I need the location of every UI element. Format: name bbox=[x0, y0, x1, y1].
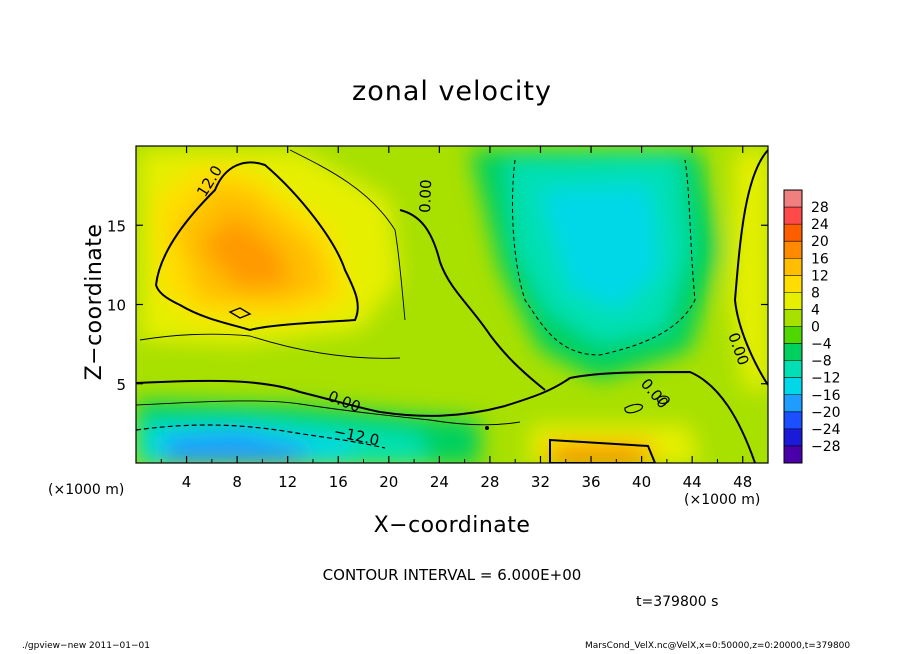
x-unit-right: (×1000 m) bbox=[684, 492, 761, 508]
y-tick-label: 15 bbox=[107, 217, 126, 235]
colorbar-swatch bbox=[784, 428, 802, 447]
colorbar-swatch bbox=[784, 292, 802, 310]
x-tick-label: 40 bbox=[632, 473, 651, 491]
colorbar-swatch bbox=[784, 207, 802, 225]
footer-left: ./gpview−new 2011−01−01 bbox=[22, 641, 150, 651]
colorbar-label: −8 bbox=[811, 354, 832, 370]
colorbar-swatch bbox=[784, 309, 802, 327]
colorbar-label: −24 bbox=[811, 422, 841, 438]
colorbar-label: 0 bbox=[811, 320, 820, 336]
colorbar-label: 16 bbox=[811, 251, 829, 267]
contour-interval-text: CONTOUR INTERVAL = 6.000E+00 bbox=[322, 566, 582, 584]
x-tick-label: 48 bbox=[733, 473, 752, 491]
colorbar-label: 12 bbox=[811, 268, 829, 284]
colorbar-swatch bbox=[784, 275, 802, 293]
x-tick-label: 20 bbox=[379, 473, 398, 491]
x-tick-label: 12 bbox=[278, 473, 297, 491]
colorbar-swatch bbox=[784, 343, 802, 362]
colorbar-swatch bbox=[784, 411, 802, 430]
x-tick-label: 36 bbox=[581, 473, 600, 491]
colorbar-label: 4 bbox=[811, 302, 820, 318]
colorbar-label: −20 bbox=[811, 405, 841, 421]
colorbar-swatch bbox=[784, 224, 802, 242]
colorbar-swatch bbox=[784, 241, 802, 259]
colorbar-label: −28 bbox=[811, 439, 841, 455]
colorbar-swatch bbox=[784, 360, 802, 379]
y-axis-ticks: 5 10 15 bbox=[107, 217, 768, 394]
y-tick-label: 5 bbox=[116, 376, 126, 394]
colorbar-label: −16 bbox=[811, 388, 841, 404]
colorbar-label: 28 bbox=[811, 200, 829, 216]
heatmap-field bbox=[136, 146, 768, 463]
colorbar-label: −12 bbox=[811, 371, 841, 387]
contour-label: 0.00 bbox=[416, 179, 435, 213]
colorbar-label: 8 bbox=[811, 285, 820, 301]
x-tick-label: 4 bbox=[182, 473, 192, 491]
colorbar-swatch bbox=[784, 377, 802, 396]
colorbar-swatch bbox=[784, 394, 802, 413]
colorbar-swatch bbox=[784, 326, 802, 345]
colorbar-label: 20 bbox=[811, 234, 829, 250]
y-tick-label: 10 bbox=[107, 297, 126, 315]
colorbar-label: −4 bbox=[811, 337, 832, 353]
footer-right: MarsCond_VelX.nc@VelX,x=0:50000,z=0:2000… bbox=[585, 641, 851, 651]
time-stamp: t=379800 s bbox=[636, 594, 719, 610]
x-unit-left: (×1000 m) bbox=[48, 482, 125, 498]
x-tick-label: 28 bbox=[480, 473, 499, 491]
x-tick-label: 44 bbox=[683, 473, 702, 491]
x-axis-ticks: 4 8 12 16 20 24 28 32 36 40 44 48 bbox=[160, 146, 752, 491]
colorbar-swatch bbox=[784, 190, 802, 208]
colorbar-swatch bbox=[784, 258, 802, 276]
colorbar-swatch bbox=[784, 445, 802, 464]
x-tick-label: 32 bbox=[531, 473, 550, 491]
x-tick-label: 24 bbox=[430, 473, 449, 491]
x-tick-label: 8 bbox=[232, 473, 242, 491]
x-axis-label: X−coordinate bbox=[373, 513, 531, 538]
x-tick-label: 16 bbox=[329, 473, 348, 491]
chart-title: zonal velocity bbox=[352, 76, 552, 107]
colorbar-label: 24 bbox=[811, 217, 829, 233]
y-axis-label: Z−coordinate bbox=[82, 223, 107, 381]
